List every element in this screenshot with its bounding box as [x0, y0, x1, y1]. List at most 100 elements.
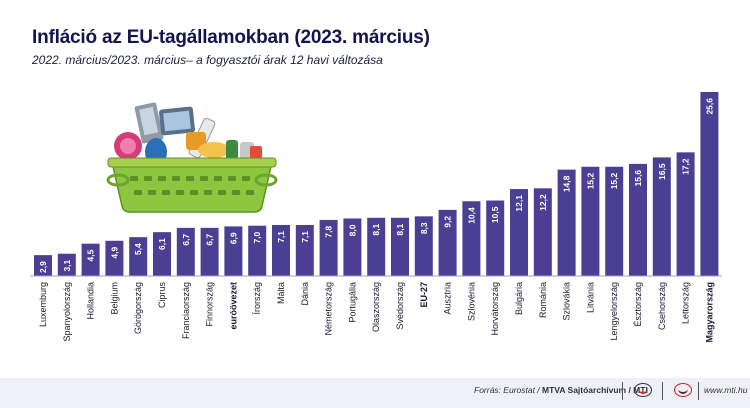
bar-value-label: 10,5 — [490, 206, 500, 223]
category-label: Magyarország — [704, 282, 714, 343]
source-prefix: Forrás: Eurostat / — [474, 385, 543, 395]
bar — [629, 163, 647, 276]
bar — [462, 201, 481, 276]
category-labels-group: Luxemburg Spanyolország Hollandia Belgium Gö… — [38, 282, 714, 343]
category-label: Litvánia — [585, 282, 595, 313]
bar — [224, 226, 243, 276]
bar-value-label: 4,9 — [109, 247, 119, 259]
category-label: Szlovákia — [562, 282, 572, 321]
bar-value-label: 8,3 — [419, 222, 429, 234]
category-label: Dánia — [300, 282, 310, 306]
bar — [367, 217, 386, 276]
bar-value-label: 8,1 — [395, 224, 405, 236]
category-label: Luxemburg — [38, 282, 48, 327]
bar — [438, 209, 457, 276]
bar — [105, 240, 124, 276]
bar-value-label: 3,1 — [62, 259, 72, 271]
bar-value-label: 6,9 — [228, 232, 238, 244]
category-label: Franciaország — [181, 282, 191, 339]
bar — [700, 92, 719, 276]
bar-value-label: 17,2 — [681, 158, 691, 175]
bar-value-label: 5,4 — [133, 243, 143, 255]
category-label: EU-27 — [419, 282, 429, 308]
bar-value-label: 2,9 — [38, 261, 48, 273]
bar — [652, 157, 671, 276]
chart-subtitle: 2022. március/2023. március– a fogyasztó… — [32, 53, 383, 67]
category-label: Olaszország — [371, 282, 381, 332]
bar — [295, 224, 314, 276]
bar — [81, 243, 100, 276]
bar-value-label: 4,5 — [86, 249, 96, 261]
bar-value-label: 8,0 — [347, 224, 357, 236]
bar-value-label: 15,2 — [585, 172, 595, 189]
category-label: Lengyelország — [609, 282, 619, 341]
footer-divider — [622, 382, 623, 400]
bar — [176, 227, 195, 276]
category-label: Görögország — [133, 282, 143, 334]
bar-value-label: 7,1 — [276, 231, 286, 243]
bar — [272, 224, 290, 276]
category-label: Írország — [252, 282, 262, 315]
bar-value-label: 16,5 — [657, 163, 667, 180]
chart-title: Infláció az EU-tagállamokban (2023. márc… — [32, 27, 430, 48]
bar — [557, 169, 576, 276]
bar-value-label: 7,1 — [300, 231, 310, 243]
bar-value-label: 9,2 — [443, 216, 453, 228]
bar-value-label: 8,1 — [371, 224, 381, 236]
bar-value-label: 12,1 — [514, 195, 524, 212]
bar — [129, 237, 148, 276]
category-label: Csehország — [657, 282, 667, 330]
website-link[interactable]: www.mti.hu — [704, 385, 748, 395]
category-label: Németország — [324, 282, 334, 336]
category-label: euróövezet — [228, 282, 238, 330]
bar — [581, 166, 600, 276]
shopping-basket-illustration — [106, 102, 278, 213]
mtva-logo-icon — [634, 383, 652, 397]
bar-value-label: 10,4 — [466, 207, 476, 224]
source-credit: Forrás: Eurostat / MTVA Sajtóarchívum / … — [474, 385, 648, 395]
footer-divider — [698, 382, 699, 400]
category-label: Horvátország — [490, 282, 500, 336]
footer-divider — [662, 382, 663, 400]
category-label: Svédország — [395, 282, 405, 330]
bar — [510, 189, 528, 276]
category-label: Málta — [276, 282, 286, 304]
bar-value-label: 7,8 — [324, 226, 334, 238]
category-label: Lettország — [681, 282, 691, 324]
bar-value-label: 6,7 — [181, 234, 191, 246]
bar — [486, 200, 505, 276]
bar — [248, 225, 267, 276]
bar — [605, 166, 624, 276]
bar-value-label: 15,2 — [609, 172, 619, 189]
category-label: Bulgária — [514, 282, 524, 315]
category-label: Portugália — [347, 282, 357, 323]
bar — [153, 232, 171, 276]
bar-value-label: 7,0 — [252, 231, 262, 243]
bar — [676, 152, 695, 276]
category-label: Spanyolország — [62, 282, 72, 342]
bar-value-label: 15,6 — [633, 170, 643, 187]
bar-value-label: 14,8 — [562, 175, 572, 192]
category-label: Belgium — [109, 282, 119, 315]
mti-logo-icon — [674, 383, 692, 397]
bar — [57, 253, 76, 276]
category-label: Észtország — [633, 282, 643, 327]
bar-value-label: 6,7 — [205, 234, 215, 246]
bar — [34, 255, 52, 276]
bar-value-label: 6,1 — [157, 238, 167, 250]
source-organization: MTVA Sajtóarchívum / MTI — [542, 385, 648, 395]
bars-group: 2,9 3,1 4,5 4,9 5,4 6,1 6,7 6,7 6,9 7,0 7,1 7,1 7,8 8… — [34, 92, 719, 276]
bar — [533, 188, 552, 276]
bar — [414, 216, 433, 276]
bar-value-label: 12,2 — [538, 194, 548, 211]
category-label: Románia — [538, 282, 548, 318]
bar — [319, 219, 338, 276]
category-label: Szlovénia — [466, 282, 476, 321]
bar — [391, 217, 409, 276]
bar — [343, 218, 362, 276]
category-label: Hollandia — [86, 282, 96, 320]
category-label: Ausztria — [443, 282, 453, 315]
footer: Forrás: Eurostat / MTVA Sajtóarchívum / … — [0, 378, 750, 408]
